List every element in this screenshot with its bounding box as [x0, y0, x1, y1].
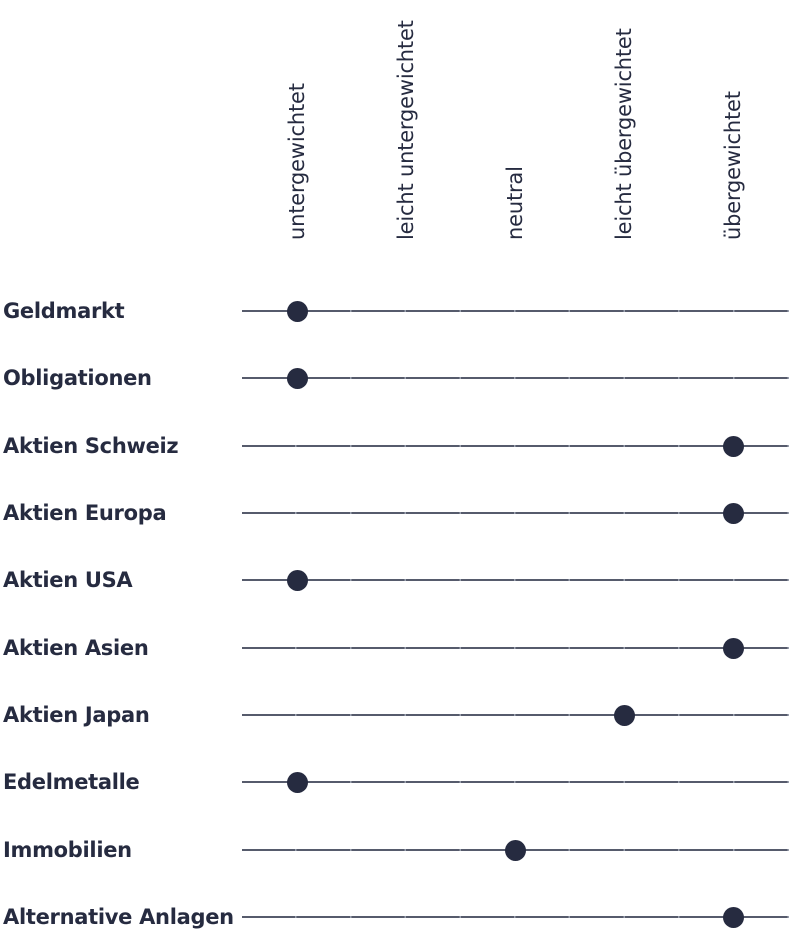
- asset-label: Aktien Schweiz: [3, 434, 179, 458]
- allocation-track: [242, 377, 789, 379]
- allocation-track: [242, 579, 789, 581]
- asset-label: Aktien Japan: [3, 703, 150, 727]
- allocation-track: [242, 512, 789, 514]
- asset-label: Edelmetalle: [3, 770, 140, 794]
- asset-label: Aktien Asien: [3, 636, 149, 660]
- allocation-track: [242, 916, 789, 918]
- scale-label-leicht-untergewichtet: leicht untergewichtet: [394, 20, 418, 240]
- allocation-track: [242, 310, 789, 312]
- asset-label: Immobilien: [3, 838, 132, 862]
- scale-label-untergewichtet: untergewichtet: [285, 83, 309, 240]
- asset-label: Aktien Europa: [3, 501, 167, 525]
- asset-label: Aktien USA: [3, 568, 133, 592]
- scale-label-leicht-uebergewichtet: leicht übergewichtet: [612, 28, 636, 240]
- asset-label: Alternative Anlagen: [3, 905, 234, 929]
- allocation-dot: [722, 637, 744, 659]
- scale-label-neutral: neutral: [503, 166, 527, 240]
- scale-label-uebergewichtet: übergewichtet: [721, 91, 745, 240]
- asset-label: Geldmarkt: [3, 299, 125, 323]
- allocation-dot: [722, 435, 744, 457]
- allocation-track: [242, 647, 789, 649]
- allocation-track: [242, 714, 789, 716]
- allocation-dot: [286, 771, 308, 793]
- allocation-dot: [286, 367, 308, 389]
- allocation-dot: [722, 502, 744, 524]
- allocation-dot: [722, 906, 744, 928]
- allocation-dot: [504, 839, 526, 861]
- asset-label: Obligationen: [3, 366, 152, 390]
- allocation-track: [242, 445, 789, 447]
- allocation-dot: [613, 704, 635, 726]
- allocation-track: [242, 781, 789, 783]
- allocation-dot: [286, 569, 308, 591]
- allocation-dot: [286, 300, 308, 322]
